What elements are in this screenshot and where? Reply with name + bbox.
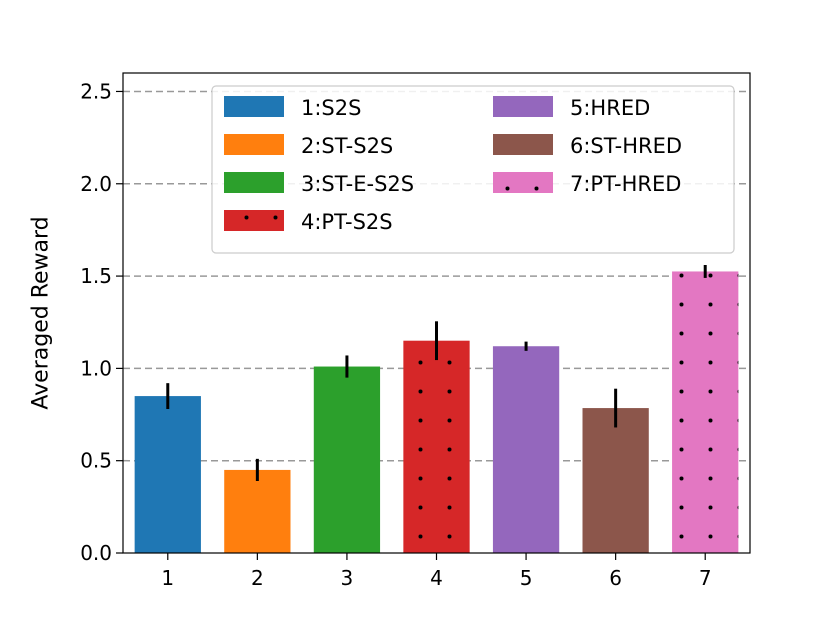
x-tick-label: 7: [699, 566, 712, 590]
y-tick-label: 0.5: [80, 449, 112, 473]
y-tick-label: 0.0: [80, 541, 112, 565]
legend-box: [211, 85, 735, 254]
y-axis-label: Averaged Reward: [29, 216, 54, 409]
x-axis-ticks: 1 2 3 4 5 6 7: [161, 553, 712, 590]
legend-swatch: [224, 96, 284, 117]
bar: [313, 366, 381, 553]
x-tick-label: 6: [609, 566, 622, 590]
legend-swatch: [224, 134, 284, 155]
legend: 1:S2S 2:ST-S2S 3:ST-E-S2S 4:PT-S2S 5:HRED 6:S…: [211, 85, 735, 254]
bars: [134, 271, 739, 553]
legend-label: 3:ST-E-S2S: [301, 172, 414, 196]
x-tick-label: 2: [251, 566, 264, 590]
legend-entry: 3:ST-E-S2S: [224, 172, 414, 196]
legend-swatch: [493, 134, 553, 155]
legend-swatch-hatch: [224, 210, 284, 231]
y-tick-label: 2.5: [80, 79, 112, 103]
bar: [492, 346, 560, 553]
legend-swatch-hatch: [493, 172, 553, 193]
bar: [582, 408, 649, 553]
bar: [224, 469, 291, 553]
legend-entry: 7:PT-HRED: [493, 172, 681, 196]
bar-hatch: [672, 271, 739, 553]
legend-swatch: [224, 172, 284, 193]
legend-label: 6:ST-HRED: [570, 134, 682, 158]
legend-swatch: [493, 96, 553, 117]
x-tick-label: 1: [161, 566, 174, 590]
bar-hatch: [403, 340, 470, 553]
legend-entry: 2:ST-S2S: [224, 134, 393, 158]
y-axis-ticks: 0.0 0.5 1.0 1.5 2.0 2.5: [80, 79, 123, 565]
legend-label: 7:PT-HRED: [570, 172, 681, 196]
legend-label: 4:PT-S2S: [301, 210, 393, 234]
legend-entry: 6:ST-HRED: [493, 134, 682, 158]
x-tick-label: 4: [430, 566, 443, 590]
y-tick-label: 2.0: [80, 172, 112, 196]
bar: [134, 396, 201, 553]
legend-entry: 5:HRED: [493, 96, 650, 120]
y-tick-label: 1.5: [80, 264, 112, 288]
y-tick-label: 1.0: [80, 356, 112, 380]
legend-entry: 1:S2S: [224, 96, 361, 120]
x-tick-label: 5: [520, 566, 533, 590]
legend-label: 2:ST-S2S: [301, 134, 393, 158]
legend-label: 1:S2S: [301, 96, 361, 120]
legend-entry: 4:PT-S2S: [224, 210, 393, 234]
legend-label: 5:HRED: [570, 96, 650, 120]
x-tick-label: 3: [341, 566, 354, 590]
error-bars: [166, 265, 707, 481]
